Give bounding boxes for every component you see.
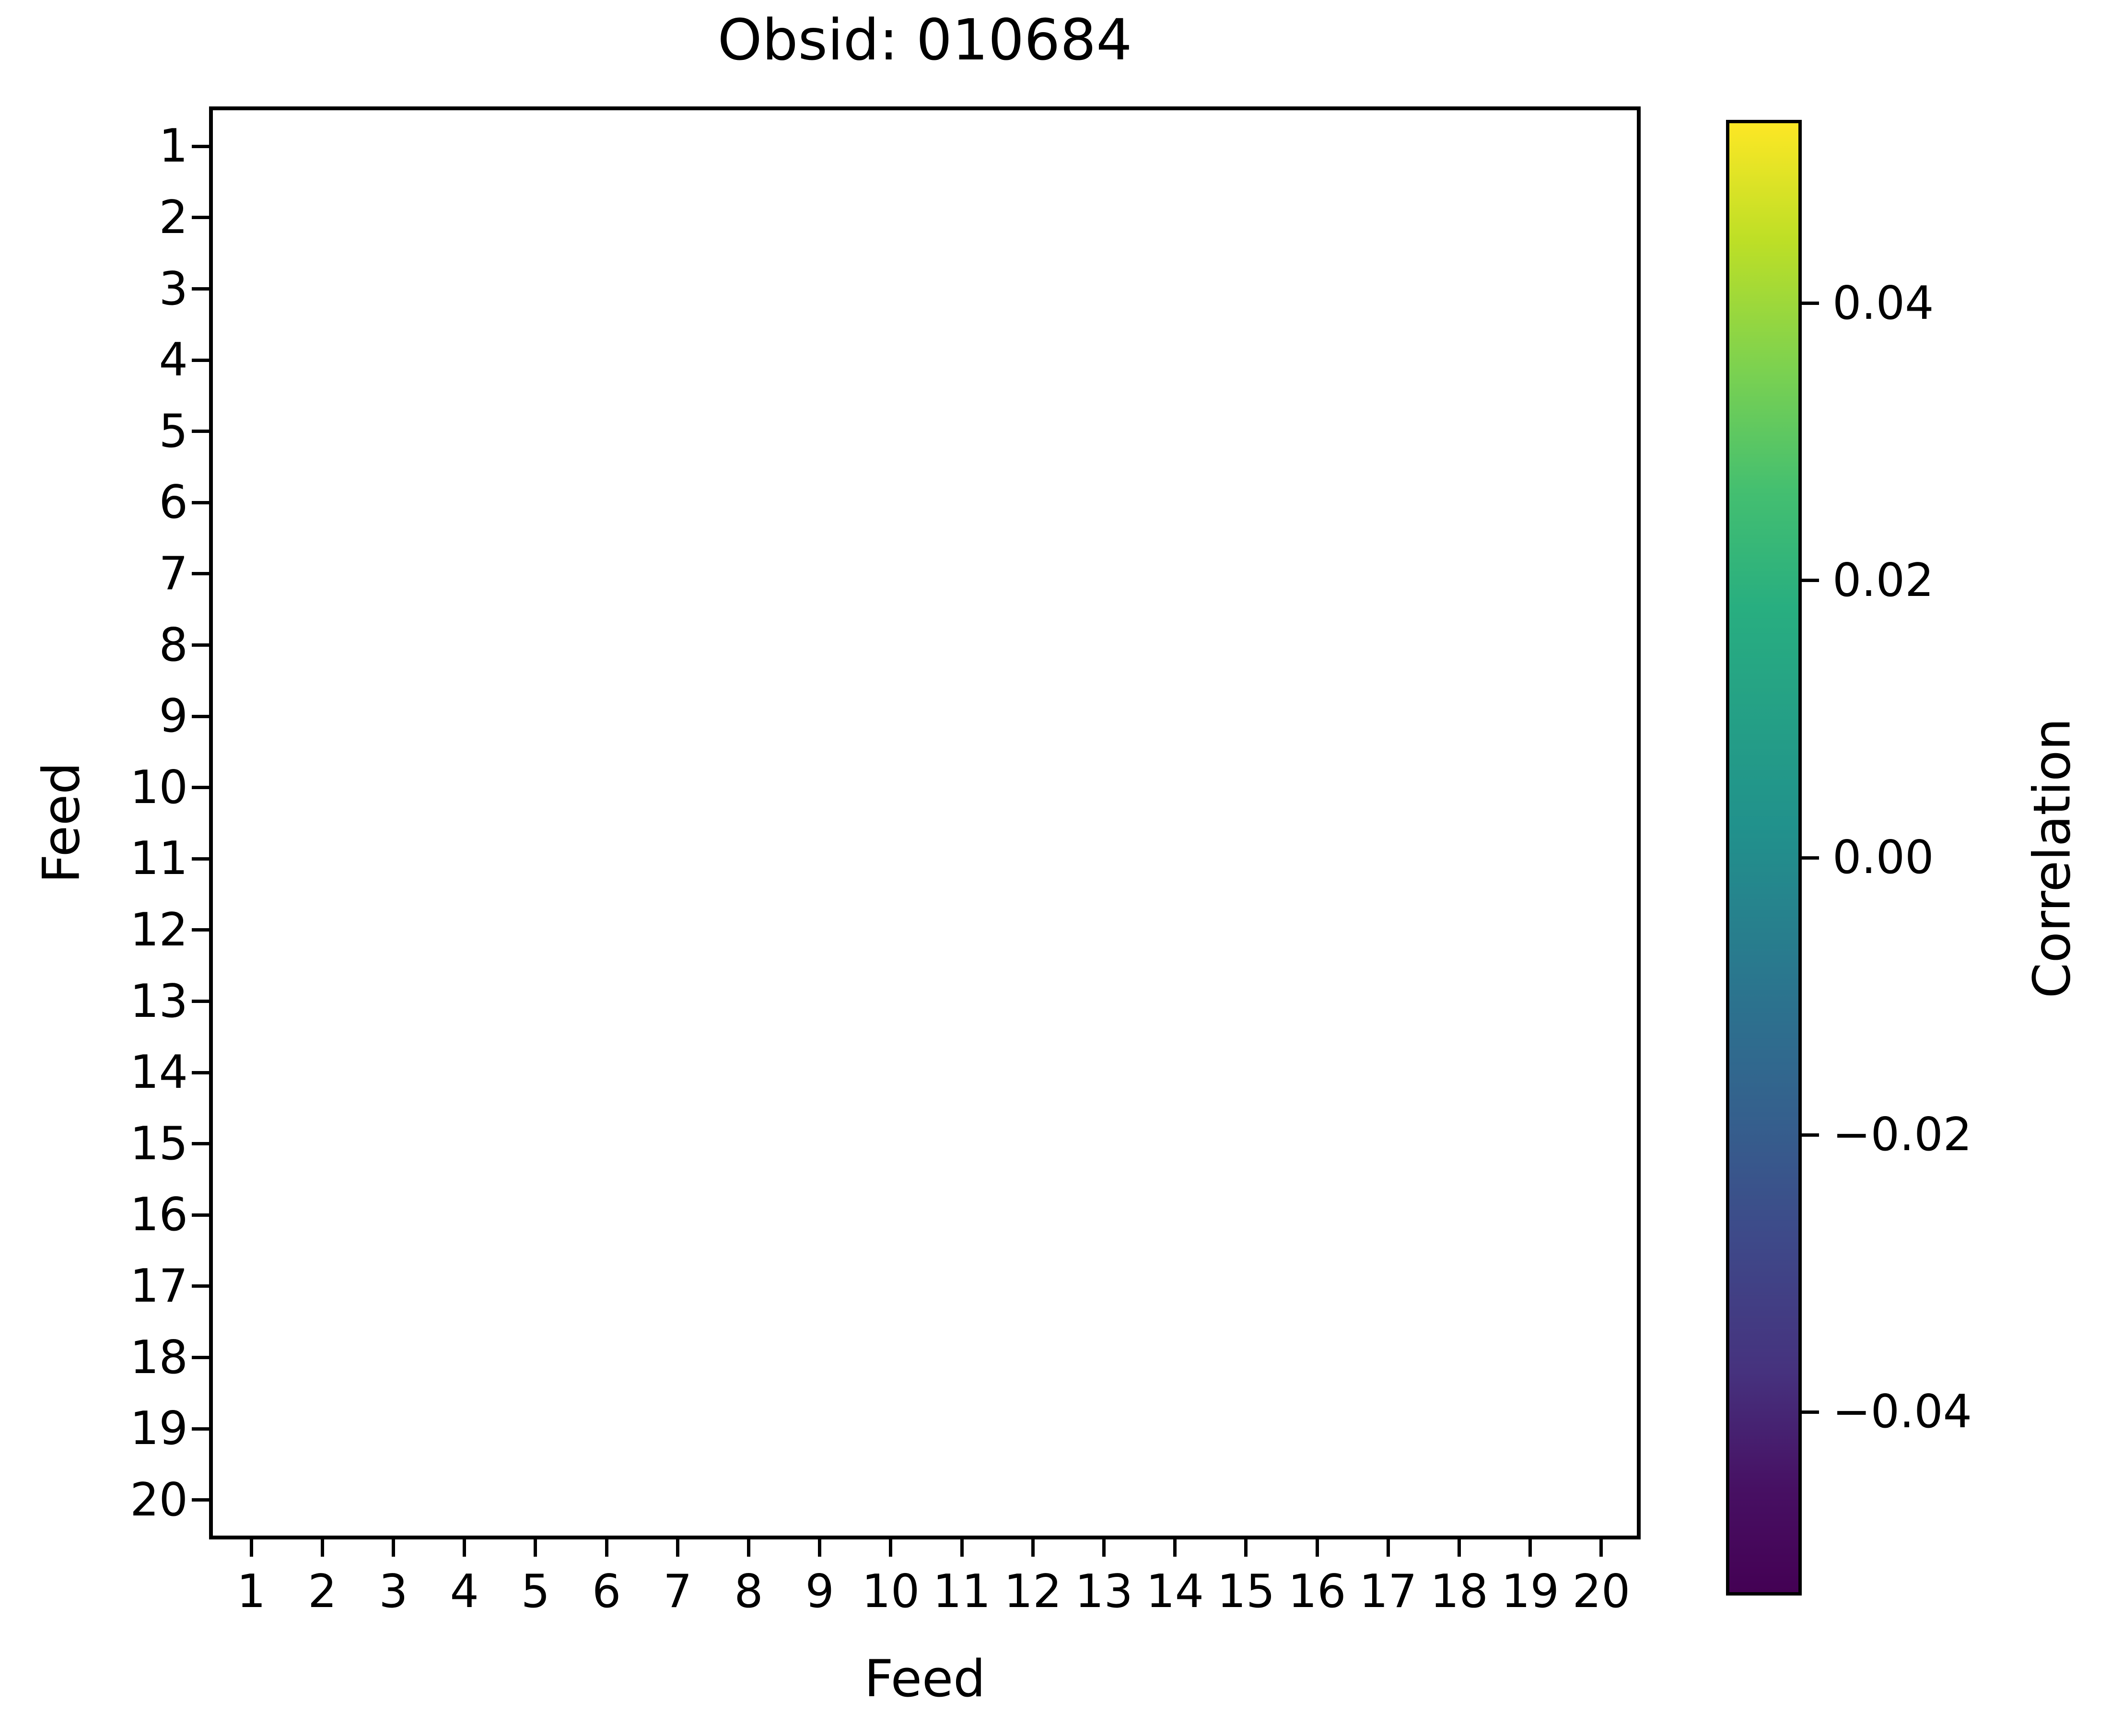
y-tick-label: 15 (130, 1117, 188, 1170)
y-tick-label: 16 (130, 1188, 188, 1242)
x-axis-tick (1386, 1539, 1390, 1557)
y-axis-label: Feed (32, 762, 91, 884)
x-tick-label: 4 (450, 1565, 479, 1618)
x-axis-tick (1102, 1539, 1106, 1557)
y-axis-tick (192, 1142, 209, 1146)
x-axis-tick (463, 1539, 467, 1557)
x-tick-label: 8 (734, 1565, 763, 1618)
x-tick-label: 7 (663, 1565, 692, 1618)
y-tick-label: 6 (159, 476, 188, 529)
x-axis-tick (392, 1539, 395, 1557)
y-tick-label: 14 (130, 1046, 188, 1099)
y-axis-tick (192, 287, 209, 291)
x-tick-label: 16 (1288, 1565, 1346, 1618)
y-tick-label: 2 (159, 191, 188, 244)
x-tick-label: 11 (933, 1565, 991, 1618)
y-tick-label: 17 (130, 1259, 188, 1313)
colorbar-tick-label: 0.02 (1832, 554, 1934, 607)
y-tick-label: 18 (130, 1331, 188, 1384)
colorbar-tick-label: 0.00 (1832, 831, 1934, 884)
x-tick-label: 6 (592, 1565, 621, 1618)
x-tick-label: 19 (1501, 1565, 1560, 1618)
y-axis-tick (192, 1427, 209, 1431)
y-axis-tick (192, 501, 209, 504)
y-tick-label: 12 (130, 903, 188, 956)
y-tick-label: 5 (159, 405, 188, 458)
x-axis-tick (747, 1539, 750, 1557)
x-axis-tick (320, 1539, 324, 1557)
x-tick-label: 2 (308, 1565, 337, 1618)
y-tick-label: 10 (130, 761, 188, 814)
y-tick-label: 11 (130, 832, 188, 885)
colorbar-tick-label: 0.04 (1832, 277, 1934, 330)
y-axis-tick (192, 572, 209, 576)
colorbar (1726, 120, 1802, 1596)
x-axis-tick (889, 1539, 893, 1557)
y-tick-label: 4 (159, 334, 188, 387)
x-axis-tick (249, 1539, 253, 1557)
y-axis-tick (192, 216, 209, 220)
x-tick-label: 17 (1359, 1565, 1417, 1618)
x-axis-tick (818, 1539, 822, 1557)
y-axis-tick (192, 928, 209, 932)
x-axis-tick (1031, 1539, 1035, 1557)
x-tick-label: 10 (862, 1565, 920, 1618)
y-tick-label: 13 (130, 975, 188, 1028)
colorbar-tick (1802, 579, 1819, 583)
figure-title: Obsid: 010684 (717, 7, 1132, 73)
y-tick-label: 20 (130, 1473, 188, 1526)
x-tick-label: 1 (236, 1565, 266, 1618)
colorbar-tick-label: −0.04 (1832, 1386, 1972, 1439)
colorbar-tick (1802, 1410, 1819, 1414)
x-axis-tick (1315, 1539, 1319, 1557)
y-axis-tick (192, 786, 209, 790)
colorbar-label: Correlation (2022, 718, 2082, 999)
x-axis-tick (676, 1539, 679, 1557)
x-tick-label: 12 (1003, 1565, 1062, 1618)
x-tick-label: 20 (1572, 1565, 1631, 1618)
x-tick-label: 13 (1075, 1565, 1133, 1618)
x-axis-tick (1528, 1539, 1532, 1557)
colorbar-tick-label: −0.02 (1832, 1108, 1972, 1162)
x-axis-tick (1599, 1539, 1603, 1557)
x-tick-label: 15 (1217, 1565, 1275, 1618)
x-tick-label: 5 (521, 1565, 550, 1618)
y-axis-tick (192, 144, 209, 148)
x-tick-label: 9 (805, 1565, 834, 1618)
x-tick-label: 18 (1430, 1565, 1488, 1618)
colorbar-gradient (1729, 123, 1798, 1592)
y-tick-label: 19 (130, 1402, 188, 1456)
y-axis-tick (192, 358, 209, 362)
y-axis-tick (192, 857, 209, 861)
plot-frame (209, 106, 1641, 1539)
y-axis-tick (192, 1000, 209, 1003)
y-tick-label: 3 (159, 262, 188, 315)
y-tick-label: 7 (159, 547, 188, 600)
y-axis-tick (192, 714, 209, 718)
x-tick-label: 3 (379, 1565, 408, 1618)
colorbar-tick (1802, 1133, 1819, 1137)
y-axis-tick (192, 1356, 209, 1359)
x-tick-label: 14 (1146, 1565, 1204, 1618)
y-axis-tick (192, 1213, 209, 1217)
y-axis-tick (192, 1071, 209, 1074)
x-axis-tick (1244, 1539, 1248, 1557)
y-axis-tick (192, 1498, 209, 1502)
y-axis-tick (192, 430, 209, 433)
x-axis-tick (1458, 1539, 1461, 1557)
colorbar-tick (1802, 302, 1819, 305)
x-axis-label: Feed (864, 1649, 986, 1708)
y-tick-label: 9 (159, 690, 188, 743)
x-axis-tick (534, 1539, 537, 1557)
x-axis-tick (605, 1539, 608, 1557)
colorbar-tick (1802, 856, 1819, 860)
x-axis-tick (1173, 1539, 1177, 1557)
y-axis-tick (192, 643, 209, 647)
x-axis-tick (960, 1539, 964, 1557)
y-tick-label: 8 (159, 618, 188, 672)
y-tick-label: 1 (159, 120, 188, 173)
y-axis-tick (192, 1284, 209, 1288)
